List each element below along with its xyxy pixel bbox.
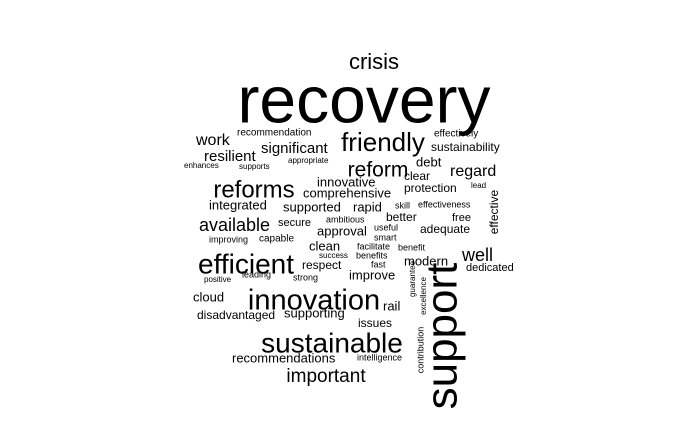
word-ambitious: ambitious	[326, 214, 365, 224]
word-support: support	[418, 263, 467, 410]
word-clear: clear	[404, 169, 430, 183]
word-positive: positive	[204, 275, 232, 284]
word-facilitate: facilitate	[357, 241, 390, 251]
word-supporting: supporting	[284, 305, 345, 320]
word-regard: regard	[450, 163, 496, 180]
word-innovative: innovative	[317, 174, 376, 189]
word-appropriate: appropriate	[288, 156, 329, 165]
word-protection: protection	[404, 181, 457, 195]
word-issues: issues	[358, 316, 392, 330]
word-work: work	[195, 132, 231, 149]
word-friendly: friendly	[341, 127, 425, 157]
word-effectiveness: effectiveness	[418, 199, 471, 209]
word-useful: useful	[374, 222, 398, 232]
word-cloud: cloud	[193, 289, 224, 304]
word-debt: debt	[416, 154, 442, 169]
word-efficient: efficient	[198, 248, 294, 279]
word-dedicated: dedicated	[466, 262, 514, 274]
word-crisis: crisis	[349, 49, 399, 74]
word-benefits: benefits	[356, 250, 388, 260]
word-skill: skill	[395, 200, 410, 210]
word-rapid: rapid	[353, 199, 382, 214]
word-success: success	[319, 251, 348, 260]
word-recommendation: recommendation	[237, 128, 311, 139]
word-innovation: innovation	[248, 285, 380, 317]
word-contribution: contribution	[415, 327, 425, 374]
word-leading: leading	[242, 269, 271, 279]
word-well: well	[461, 245, 493, 265]
word-improve: improve	[349, 267, 395, 282]
word-adequate: adequate	[420, 222, 470, 236]
word-comprehensive: comprehensive	[303, 185, 391, 200]
word-reforms: reforms	[213, 176, 294, 203]
word-available: available	[199, 215, 270, 235]
word-resilient: resilient	[204, 148, 257, 165]
word-excellence: excellence	[419, 277, 428, 315]
word-effective: effective	[487, 189, 501, 234]
word-benefit: benefit	[398, 242, 426, 252]
word-disadvantaged: disadvantaged	[197, 308, 275, 322]
word-sustainability: sustainability	[431, 140, 500, 154]
word-rail: rail	[383, 298, 400, 313]
word-integrated: integrated	[209, 197, 267, 212]
word-lead: lead	[471, 181, 486, 190]
word-guarantee: guarantee	[408, 260, 417, 297]
word-improving: improving	[209, 234, 248, 244]
word-reform: reform	[348, 159, 409, 182]
word-strong: strong	[293, 272, 318, 282]
word-modern: modern	[404, 253, 448, 268]
word-capable: capable	[259, 234, 294, 245]
word-recommendations: recommendations	[232, 350, 336, 365]
word-sustainable: sustainable	[261, 327, 403, 358]
word-approval: approval	[317, 223, 367, 238]
word-better: better	[386, 210, 417, 224]
word-supports: supports	[239, 162, 270, 171]
word-supported: supported	[283, 199, 341, 214]
word-enhances: enhances	[184, 161, 219, 170]
word-important: important	[286, 366, 366, 387]
word-intelligence: intelligence	[357, 352, 402, 362]
word-significant: significant	[261, 140, 329, 157]
word-effectively: effectively	[434, 129, 478, 140]
word-secure: secure	[278, 217, 311, 229]
word-smart: smart	[374, 232, 397, 242]
word-respect: respect	[302, 258, 342, 272]
word-free: free	[452, 212, 471, 224]
word-fast: fast	[371, 259, 386, 269]
word-recovery: recovery	[237, 62, 490, 136]
word-clean: clean	[309, 238, 340, 253]
